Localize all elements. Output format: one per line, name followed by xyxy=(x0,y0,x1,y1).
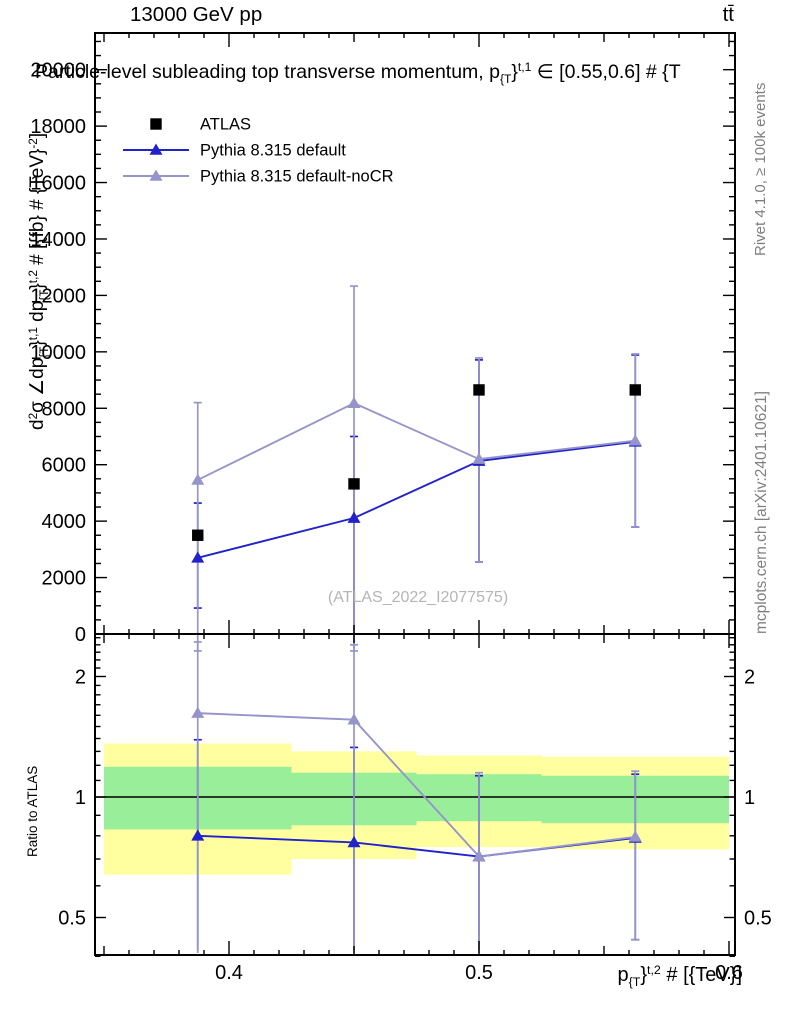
svg-text:0.5: 0.5 xyxy=(58,908,86,930)
text-run: } xyxy=(27,283,48,290)
text-run: σ ∠dp xyxy=(27,357,48,413)
svg-text:2: 2 xyxy=(744,667,755,689)
text-run: d xyxy=(27,419,48,430)
subscript: {T xyxy=(628,975,641,990)
svg-text:0.4: 0.4 xyxy=(215,962,243,984)
tick-labels: 0 2000 4000 6000 8000 10000 12000 14000 16000 180… xyxy=(30,60,771,984)
svg-text:0.5: 0.5 xyxy=(465,962,493,984)
svg-text:8000: 8000 xyxy=(42,398,87,420)
text-run: } xyxy=(511,61,518,83)
svg-text:Pythia 8.315 default: Pythia 8.315 default xyxy=(200,142,346,160)
svg-text:0.6: 0.6 xyxy=(715,962,743,984)
text-run: } xyxy=(640,964,648,986)
analysis-watermark: (ATLAS_2022_I2077575) xyxy=(327,589,509,606)
process-label: tt̄ xyxy=(722,3,734,26)
ratio-series xyxy=(191,706,642,862)
svg-text:2000: 2000 xyxy=(42,568,87,590)
axis-ticks xyxy=(95,33,735,957)
svg-text:0: 0 xyxy=(75,624,86,646)
text-run: } xyxy=(27,340,48,347)
mcplots-credit-note: mcplots.cern.ch [arXiv:2401.10621] xyxy=(753,391,770,634)
rivet-version-note: Rivet 4.1.0, ≥ 100k events xyxy=(752,82,769,256)
superscript: t,2 xyxy=(26,270,40,284)
superscript: 2 xyxy=(26,412,40,420)
svg-text:1: 1 xyxy=(744,787,755,809)
text-run: Particle-level subleading top transverse… xyxy=(35,61,500,83)
main-series xyxy=(191,384,642,563)
superscript: -2 xyxy=(26,138,40,149)
svg-text:16000: 16000 xyxy=(30,173,86,195)
axis-frames xyxy=(94,32,736,956)
svg-text:0.5: 0.5 xyxy=(744,908,772,930)
svg-text:18000: 18000 xyxy=(30,116,86,138)
ratio-y-axis-label: Ratio to ATLAS xyxy=(25,765,40,857)
svg-text:ATLAS: ATLAS xyxy=(200,116,251,134)
svg-text:20000: 20000 xyxy=(30,60,86,82)
svg-text:14000: 14000 xyxy=(30,229,86,251)
plot-title: Particle-level subleading top transverse… xyxy=(35,60,681,87)
svg-text:2: 2 xyxy=(75,667,86,689)
superscript: t,1 xyxy=(26,327,40,341)
svg-text:4000: 4000 xyxy=(42,511,87,533)
text-run: ∈ [0.55,0.6] # {T xyxy=(531,61,681,83)
subscript: {T xyxy=(37,346,51,358)
svg-text:6000: 6000 xyxy=(42,455,87,477)
svg-text:12000: 12000 xyxy=(30,285,86,307)
svg-text:1: 1 xyxy=(75,787,86,809)
text-run: # [{fb} # {TeV} xyxy=(27,148,48,271)
svg-text:Pythia 8.315 default-noCR: Pythia 8.315 default-noCR xyxy=(200,168,394,186)
ratio-error-bars xyxy=(193,641,640,953)
x-axis-label: p{T}t,2 # [{TeV}] xyxy=(530,963,742,990)
superscript: t,2 xyxy=(647,963,661,978)
text-run: dp xyxy=(27,300,48,328)
beam-energy-label: 13000 GeV pp xyxy=(130,3,263,26)
text-run: # [{TeV}] xyxy=(660,964,742,986)
superscript: t,1 xyxy=(517,60,532,75)
text-run: p xyxy=(617,964,629,986)
subscript: {T xyxy=(499,72,512,87)
subscript: {T xyxy=(37,289,51,301)
main-y-axis-label: d2σ ∠dp{T}t,1 dp{T}t,2 # [{fb} # {TeV}-2… xyxy=(26,133,51,430)
legend: ATLAS Pythia 8.315 default Pythia 8.315 de… xyxy=(123,116,394,186)
svg-text:10000: 10000 xyxy=(30,342,86,364)
